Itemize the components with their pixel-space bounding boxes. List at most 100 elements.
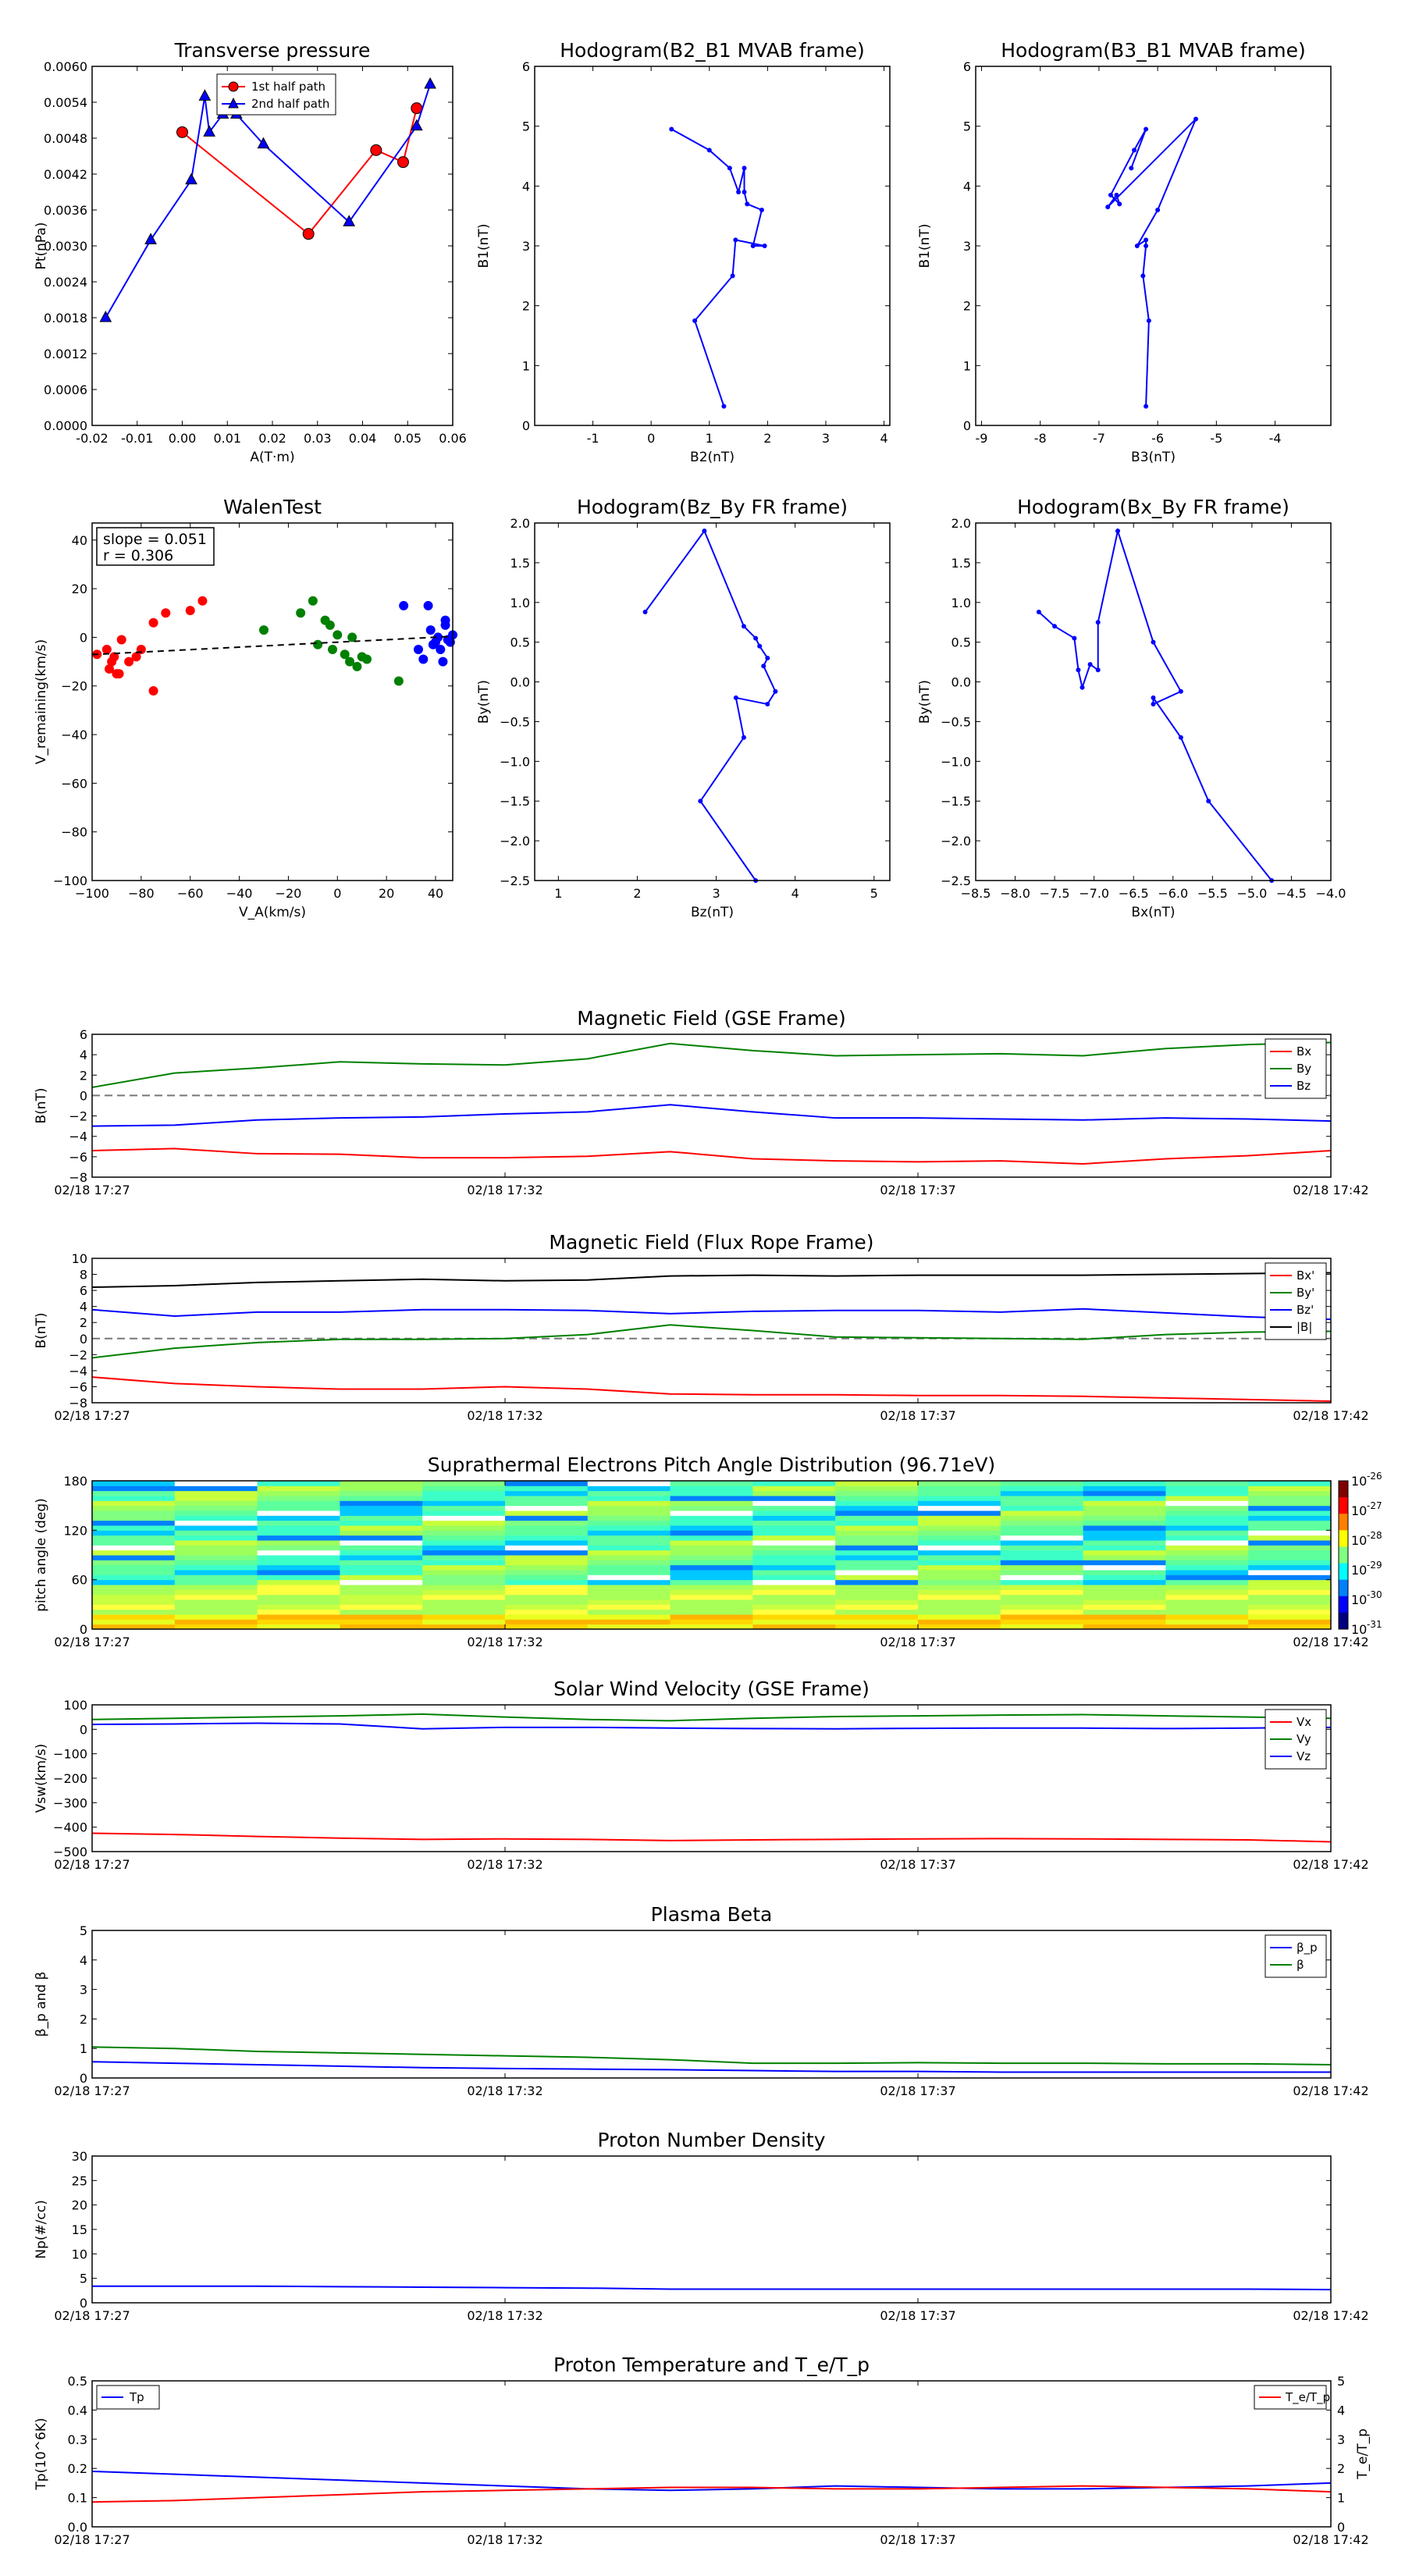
y-axis-label: B1(nT) (476, 224, 492, 269)
heatmap-cell (174, 1619, 258, 1625)
series-line (91, 1041, 1332, 1088)
heatmap-cell (1248, 1496, 1332, 1501)
y-tick-label: 2 (80, 1315, 87, 1330)
heatmap-cell (670, 1505, 753, 1511)
heatmap-cell (918, 1530, 1001, 1536)
y-tick-label: −8 (69, 1396, 87, 1411)
plot-frame (91, 522, 454, 881)
heatmap-cell (1000, 1520, 1084, 1526)
plot-frame (534, 66, 891, 426)
colorbar-exponent: -28 (1367, 1530, 1382, 1541)
heatmap-cell (1165, 1599, 1249, 1605)
heatmap-cell (340, 1599, 423, 1605)
y-tick-label: 40 (72, 533, 87, 548)
heatmap-cell (1083, 1496, 1166, 1501)
heatmap-cell (1165, 1560, 1249, 1566)
y-tick-label: 1 (963, 358, 971, 373)
data-point (1095, 667, 1101, 673)
data-point (1144, 404, 1149, 409)
data-point (105, 664, 114, 674)
data-point (733, 695, 738, 700)
y-tick-label: 6 (522, 59, 530, 74)
data-point (1134, 244, 1140, 248)
data-point (669, 126, 674, 132)
colorbar-exponent: -26 (1367, 1471, 1382, 1482)
series-line (91, 1147, 1332, 1165)
data-point (1076, 667, 1081, 673)
heatmap-cell (1248, 1589, 1332, 1596)
heatmap-cell (1083, 1599, 1166, 1605)
y-tick-label: 0.0 (68, 2520, 87, 2535)
heatmap-cell (505, 1500, 589, 1507)
heatmap-cell (1248, 1520, 1332, 1526)
heatmap-cell (1248, 1614, 1332, 1620)
data-point (1117, 201, 1122, 207)
heatmap-cell (422, 1530, 506, 1536)
heatmap-cell (752, 1619, 836, 1625)
heatmap-cell (1165, 1555, 1249, 1560)
heatmap-cell (835, 1500, 919, 1507)
heatmap-cell (835, 1496, 919, 1501)
heatmap-cell (1248, 1515, 1332, 1521)
y-tick-label: −100 (53, 1747, 87, 1762)
heatmap-cell (1165, 1530, 1249, 1536)
data-point (148, 685, 158, 696)
heatmap-cell (918, 1550, 1001, 1556)
y-tick-label: 0.0018 (44, 311, 87, 326)
y-tick-label: −1.0 (500, 754, 530, 769)
heatmap-cell (670, 1579, 753, 1585)
heatmap-cell (1165, 1525, 1249, 1531)
heatmap-cell (1165, 1624, 1249, 1630)
heatmap-cell (670, 1510, 753, 1516)
heatmap-cell (1083, 1604, 1166, 1610)
heatmap-cell (670, 1585, 753, 1590)
heatmap-cell (752, 1490, 836, 1496)
y-tick-label: 8 (80, 1268, 87, 1283)
series-line (91, 2485, 1332, 2503)
heatmap-cell (92, 1481, 176, 1486)
legend-marker (228, 97, 239, 109)
heatmap-cell (505, 1515, 589, 1521)
heatmap-cell (1248, 1490, 1332, 1496)
heatmap-cell (340, 1550, 423, 1556)
annotation-text: r = 0.306 (103, 547, 173, 564)
data-point (340, 649, 350, 660)
heatmap-cell (670, 1619, 753, 1625)
heatmap-cell (92, 1485, 176, 1492)
data-point (296, 608, 306, 618)
data-point (423, 600, 433, 610)
heatmap-cell (1083, 1609, 1166, 1615)
heatmap-cell (1165, 1500, 1249, 1507)
heatmap-cell (1165, 1481, 1249, 1486)
x-axis-label: B3(nT) (1131, 450, 1176, 465)
x-tick-label: 02/18 17:32 (467, 2308, 542, 2323)
fit-line (91, 635, 454, 656)
x-tick-label: 02/18 17:27 (54, 2083, 130, 2098)
heatmap-cell (174, 1500, 258, 1507)
heatmap-cell (835, 1555, 919, 1560)
data-point (1129, 165, 1134, 171)
series-line (91, 2061, 1331, 2073)
data-point (1151, 639, 1156, 645)
data-point (1132, 148, 1137, 153)
series-line (91, 1272, 1332, 1288)
series-line (1107, 118, 1197, 407)
y-tick-label: 1 (80, 2041, 87, 2056)
y-tick-label: −2 (69, 1347, 87, 1362)
heatmap-cell (1083, 1589, 1166, 1596)
data-point (124, 656, 134, 667)
data-point (1155, 208, 1161, 212)
heatmap-cell (752, 1564, 836, 1571)
legend-label: β (1297, 1958, 1304, 1972)
x-tick-label: 2 (763, 431, 771, 446)
y-tick-label: −6 (69, 1379, 87, 1394)
heatmap-cell (257, 1510, 340, 1516)
heatmap-cell (835, 1589, 919, 1596)
heatmap-cell (422, 1481, 506, 1486)
heatmap-cell (587, 1585, 671, 1590)
data-point (345, 656, 354, 667)
heatmap-cell (505, 1570, 589, 1575)
y-tick-label: 0.0030 (44, 239, 87, 254)
data-point (1114, 192, 1119, 197)
heatmap-cell (587, 1485, 671, 1492)
